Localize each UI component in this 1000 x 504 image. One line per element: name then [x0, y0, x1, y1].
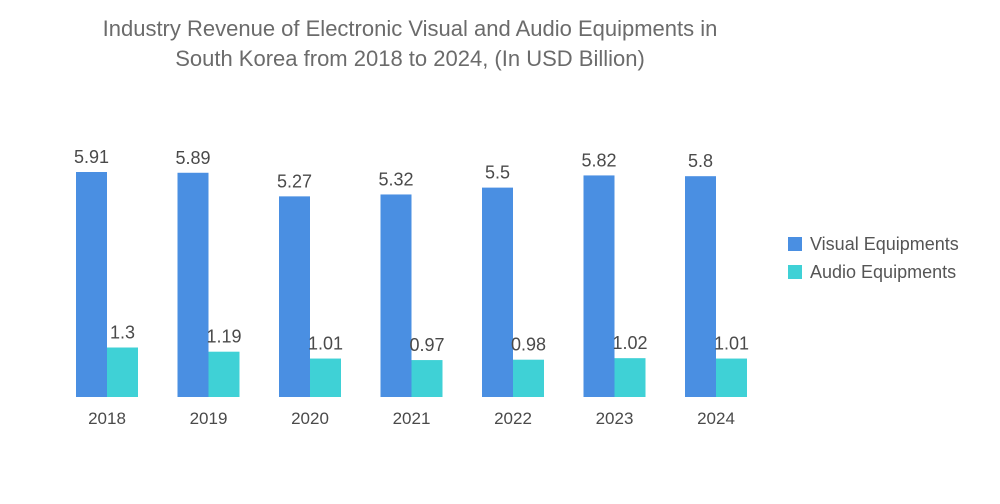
data-label-visual-2020: 5.27 [277, 171, 312, 191]
bar-visual-2022 [482, 187, 513, 397]
bar-audio-2021 [411, 360, 443, 397]
x-axis-ticks: 2018 2019 2020 2021 2022 2023 2024 [88, 409, 735, 428]
bar-visual-2021 [380, 194, 412, 397]
bar-visual-2023 [583, 175, 615, 397]
x-tick-label-2021: 2021 [393, 409, 431, 428]
data-label-visual-2018: 5.91 [74, 147, 109, 167]
data-label-audio-2023: 1.02 [612, 333, 647, 353]
bar-labels-group: 5.91 1.3 5.89 1.19 5.27 1.01 5.32 0.97 5.5 0.98 5.… [74, 147, 749, 355]
data-label-audio-2022: 0.98 [511, 335, 546, 355]
data-label-audio-2020: 1.01 [308, 334, 343, 354]
data-label-visual-2021: 5.32 [378, 169, 413, 189]
chart-title-line-1: Industry Revenue of Electronic Visual an… [102, 16, 718, 41]
data-label-audio-2018: 1.3 [110, 323, 135, 343]
bar-visual-2018 [76, 172, 107, 397]
x-tick-label-2020: 2020 [291, 409, 329, 428]
legend-label-visual: Visual Equipments [810, 233, 959, 254]
legend-swatch-audio [788, 265, 802, 279]
bar-visual-2024 [685, 176, 716, 397]
bar-audio-2020 [310, 358, 341, 397]
bar-visual-2019 [177, 172, 209, 397]
bar-audio-2022 [513, 359, 544, 397]
chart-title-line-2: South Korea from 2018 to 2024, (In USD B… [175, 46, 645, 71]
data-label-audio-2024: 1.01 [714, 334, 749, 354]
data-label-visual-2022: 5.5 [485, 163, 510, 183]
bar-visual-2020 [279, 196, 310, 397]
legend-item-audio: Audio Equipments [788, 258, 959, 286]
x-tick-label-2023: 2023 [596, 409, 634, 428]
legend-item-visual: Visual Equipments [788, 230, 959, 258]
legend-label-audio: Audio Equipments [810, 261, 957, 282]
x-tick-label-2019: 2019 [190, 409, 228, 428]
bar-audio-2019 [208, 351, 240, 397]
data-label-visual-2024: 5.8 [688, 151, 713, 171]
legend: Visual Equipments Audio Equipments [788, 230, 959, 286]
x-tick-label-2018: 2018 [88, 409, 126, 428]
data-label-visual-2019: 5.89 [175, 148, 210, 168]
bar-audio-2024 [716, 358, 747, 397]
data-label-audio-2019: 1.19 [206, 327, 241, 347]
data-label-visual-2023: 5.82 [581, 150, 616, 170]
bars-group [76, 172, 747, 397]
x-tick-label-2024: 2024 [697, 409, 735, 428]
legend-swatch-visual [788, 237, 802, 251]
x-tick-label-2022: 2022 [494, 409, 532, 428]
bar-audio-2023 [614, 358, 646, 397]
bar-audio-2018 [107, 347, 138, 397]
data-label-audio-2021: 0.97 [409, 335, 444, 355]
